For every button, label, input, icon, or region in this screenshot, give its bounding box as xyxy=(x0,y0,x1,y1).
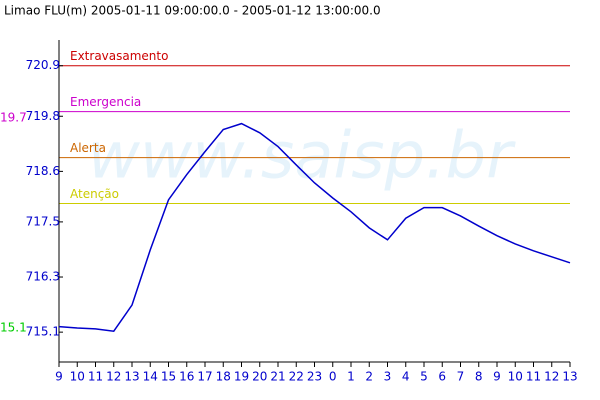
x-tick-label: 3 xyxy=(384,370,392,384)
threshold-label: Extravasamento xyxy=(70,49,168,63)
y-tick-label: 716.3 xyxy=(26,270,60,284)
threshold-label: Emergencia xyxy=(70,95,141,109)
x-tick-label: 11 xyxy=(526,370,541,384)
data-line xyxy=(58,122,571,333)
x-tick-label: 18 xyxy=(216,370,231,384)
x-tick-label: 22 xyxy=(289,370,304,384)
y-tick-label: 715.1 xyxy=(26,325,60,339)
y-tick-label: 718.6 xyxy=(26,164,60,178)
x-tick-label: 17 xyxy=(197,370,212,384)
x-tick-label: 1 xyxy=(347,370,355,384)
min-label: 15.1 xyxy=(0,321,27,335)
threshold-label: Atenção xyxy=(70,187,119,201)
x-tick-label: 9 xyxy=(493,370,501,384)
x-tick-label: 12 xyxy=(106,370,121,384)
x-tick-label: 20 xyxy=(252,370,267,384)
x-tick-label: 10 xyxy=(508,370,523,384)
x-tick-label: 7 xyxy=(457,370,465,384)
y-tick-label: 717.5 xyxy=(26,214,60,228)
x-tick-label: 16 xyxy=(179,370,194,384)
x-tick-label: 21 xyxy=(270,370,285,384)
threshold-label: Alerta xyxy=(70,141,106,155)
chart-title: Limao FLU(m) 2005-01-11 09:00:00.0 - 200… xyxy=(4,4,381,18)
watermark: www.saisp.br xyxy=(88,120,517,194)
x-tick-label: 6 xyxy=(438,370,446,384)
x-tick-label: 13 xyxy=(562,370,577,384)
x-tick-label: 9 xyxy=(55,370,63,384)
x-tick-label: 14 xyxy=(143,370,158,384)
max-label: 19.7 xyxy=(0,111,27,125)
x-tick-label: 2 xyxy=(365,370,373,384)
x-tick-label: 15 xyxy=(161,370,176,384)
y-tick-label: 720.9 xyxy=(26,58,60,72)
x-tick-label: 13 xyxy=(124,370,139,384)
x-tick-label: 5 xyxy=(420,370,428,384)
x-tick-label: 11 xyxy=(88,370,103,384)
x-tick-label: 23 xyxy=(307,370,322,384)
x-tick-label: 0 xyxy=(329,370,337,384)
x-tick-label: 12 xyxy=(544,370,559,384)
x-tick-label: 4 xyxy=(402,370,410,384)
x-tick-label: 19 xyxy=(234,370,249,384)
x-tick-label: 8 xyxy=(475,370,483,384)
y-tick-label: 719.8 xyxy=(26,109,60,123)
x-tick-label: 10 xyxy=(70,370,85,384)
